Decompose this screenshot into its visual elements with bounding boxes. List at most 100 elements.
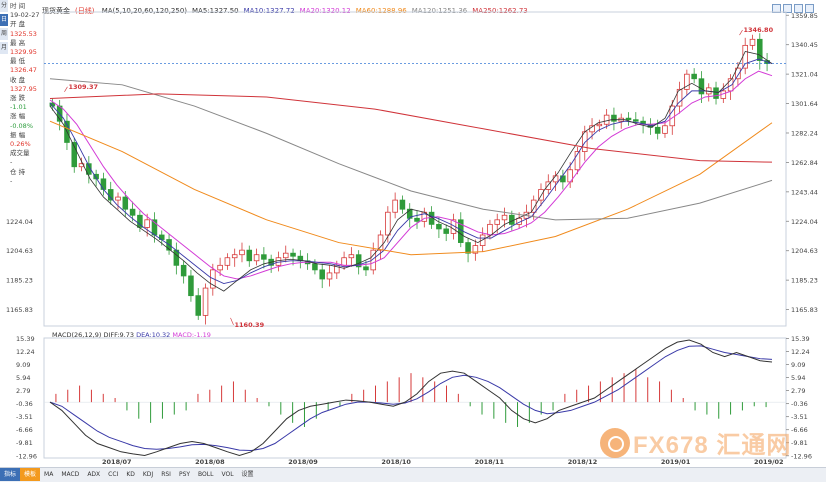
ma5-line bbox=[49, 50, 773, 292]
candle-body bbox=[202, 287, 209, 316]
candle-body bbox=[370, 249, 377, 271]
candle-body bbox=[662, 125, 668, 134]
period-tab[interactable]: 分时 bbox=[0, 0, 8, 12]
close-icon[interactable] bbox=[805, 4, 814, 13]
indicator-tab[interactable]: BOLL bbox=[198, 471, 214, 478]
settings-icon[interactable] bbox=[794, 4, 803, 13]
info-label: 最 低 bbox=[10, 57, 26, 66]
candle-body bbox=[341, 257, 347, 266]
candle-body bbox=[698, 78, 705, 95]
candle-body bbox=[282, 252, 289, 259]
candle-body bbox=[560, 175, 566, 183]
zoom-out-icon[interactable] bbox=[783, 4, 792, 13]
candle-body bbox=[494, 219, 501, 225]
candle-body bbox=[246, 249, 253, 262]
indicator-tab[interactable]: 指标 bbox=[0, 468, 21, 481]
indicator-tab[interactable]: PSY bbox=[178, 471, 191, 478]
legend-item: MA5:1327.50 bbox=[192, 7, 239, 15]
macd-legend-item: DEA:10.32 bbox=[136, 331, 172, 339]
macd-y-tick-label: 2.79 bbox=[791, 387, 805, 395]
candle-body bbox=[538, 189, 544, 201]
macd-y-tick-label: -9.81 bbox=[791, 439, 808, 447]
annotation-pointer bbox=[230, 317, 234, 325]
candle-body bbox=[137, 214, 143, 228]
info-value: - bbox=[10, 158, 13, 167]
candle-body bbox=[501, 214, 508, 221]
info-label: 时 间 bbox=[10, 2, 26, 10]
candle-body bbox=[465, 242, 471, 254]
candle-body bbox=[552, 175, 559, 183]
candle-body bbox=[377, 234, 384, 251]
candle-body bbox=[443, 228, 449, 234]
x-axis-label: 2018/09 bbox=[288, 458, 318, 466]
period-tab[interactable]: 日线 bbox=[0, 14, 8, 26]
legend-item: MA20:1320.12 bbox=[299, 7, 351, 15]
indicator-tab[interactable]: VOL bbox=[221, 471, 234, 478]
indicator-tab[interactable]: RSI bbox=[161, 471, 171, 478]
candle-body bbox=[100, 178, 107, 190]
ma60-line bbox=[49, 120, 773, 256]
candle-body bbox=[742, 44, 748, 69]
indicator-tab[interactable]: KD bbox=[126, 471, 135, 478]
candle-body bbox=[757, 38, 763, 61]
period-tab[interactable]: 周线 bbox=[0, 28, 8, 40]
y-tick-label-left: 1185.23 bbox=[6, 277, 33, 285]
ma250-line bbox=[49, 93, 773, 163]
x-axis-label: 2019/02 bbox=[754, 458, 784, 466]
y-tick-label: 1340.45 bbox=[791, 41, 818, 49]
info-value: - bbox=[10, 176, 13, 185]
ma-legend-items: MA(5,10,20,60,120,250) MA5:1327.50 MA10:13… bbox=[102, 7, 533, 15]
candle-body bbox=[107, 189, 114, 201]
info-label: 收 盘 bbox=[10, 75, 26, 84]
info-label: 仓 持 bbox=[10, 167, 26, 176]
y-tick-label: 1321.04 bbox=[791, 71, 818, 79]
macd-y-tick-label: -0.36 bbox=[791, 400, 808, 408]
macd-y-tick-label: -12.96 bbox=[791, 452, 812, 460]
period-tab[interactable]: 月线 bbox=[0, 42, 8, 54]
macd-legend-item: MACD(26,12,9) bbox=[52, 331, 103, 339]
price-annotation: 1346.80 bbox=[744, 26, 774, 34]
x-axis-label: 2018/08 bbox=[195, 458, 225, 466]
indicator-tab[interactable]: 设置 bbox=[241, 471, 254, 478]
candle-body bbox=[530, 199, 537, 213]
watermark-text: FX678 汇通网 bbox=[633, 432, 792, 459]
candle-body bbox=[122, 196, 129, 210]
candle-body bbox=[749, 38, 756, 46]
info-value: 1327.95 bbox=[10, 84, 37, 93]
macd-y-tick-label-left: -12.96 bbox=[16, 452, 37, 460]
y-tick-label-left: 1165.83 bbox=[6, 306, 33, 314]
candle-body bbox=[86, 163, 92, 175]
indicator-tab[interactable]: KDJ bbox=[142, 471, 154, 478]
fx678-logo-icon bbox=[600, 427, 630, 458]
indicator-tab[interactable]: ADX bbox=[87, 471, 101, 478]
instrument-title: 现货黄金 bbox=[42, 7, 70, 15]
candle-body bbox=[78, 163, 85, 168]
candle-body bbox=[385, 211, 391, 236]
candle-body bbox=[363, 266, 369, 271]
candle-body bbox=[312, 263, 318, 271]
chart-canvas: 1165.83 1165.83 1185.23 1185.23 1204.63 1204.… bbox=[6, 11, 818, 466]
y-tick-label: 1301.64 bbox=[791, 100, 818, 108]
candle-body bbox=[290, 252, 296, 257]
y-tick-label: 1185.23 bbox=[791, 277, 818, 285]
legend-item: MA10:1327.72 bbox=[243, 7, 295, 15]
indicator-tab[interactable]: MA bbox=[44, 471, 54, 478]
candle-body bbox=[399, 199, 406, 210]
candle-body bbox=[224, 257, 231, 266]
diff-line bbox=[49, 339, 773, 457]
indicator-tab[interactable]: MACD bbox=[61, 471, 80, 478]
macd-plot-frame bbox=[43, 337, 787, 459]
price-annotation: 1309.37 bbox=[68, 83, 98, 91]
indicator-tab[interactable]: CCI bbox=[108, 471, 119, 478]
period-label: (日线) bbox=[75, 7, 95, 15]
indicator-tab[interactable]: 模板 bbox=[20, 468, 41, 481]
price-info-list: 时 间 19-02-27 开 盘 1325.53 最 高 1329.95 最 低 1326.4… bbox=[10, 2, 40, 186]
legend-item: MA60:1288.96 bbox=[355, 7, 407, 15]
info-value: 19-02-27 bbox=[10, 11, 40, 20]
x-axis-label: 2018/11 bbox=[475, 458, 505, 466]
macd-y-tick-label-left: 15.39 bbox=[16, 335, 35, 343]
dea-line bbox=[49, 345, 773, 452]
candle-body bbox=[436, 223, 442, 230]
candle-body bbox=[355, 254, 362, 268]
